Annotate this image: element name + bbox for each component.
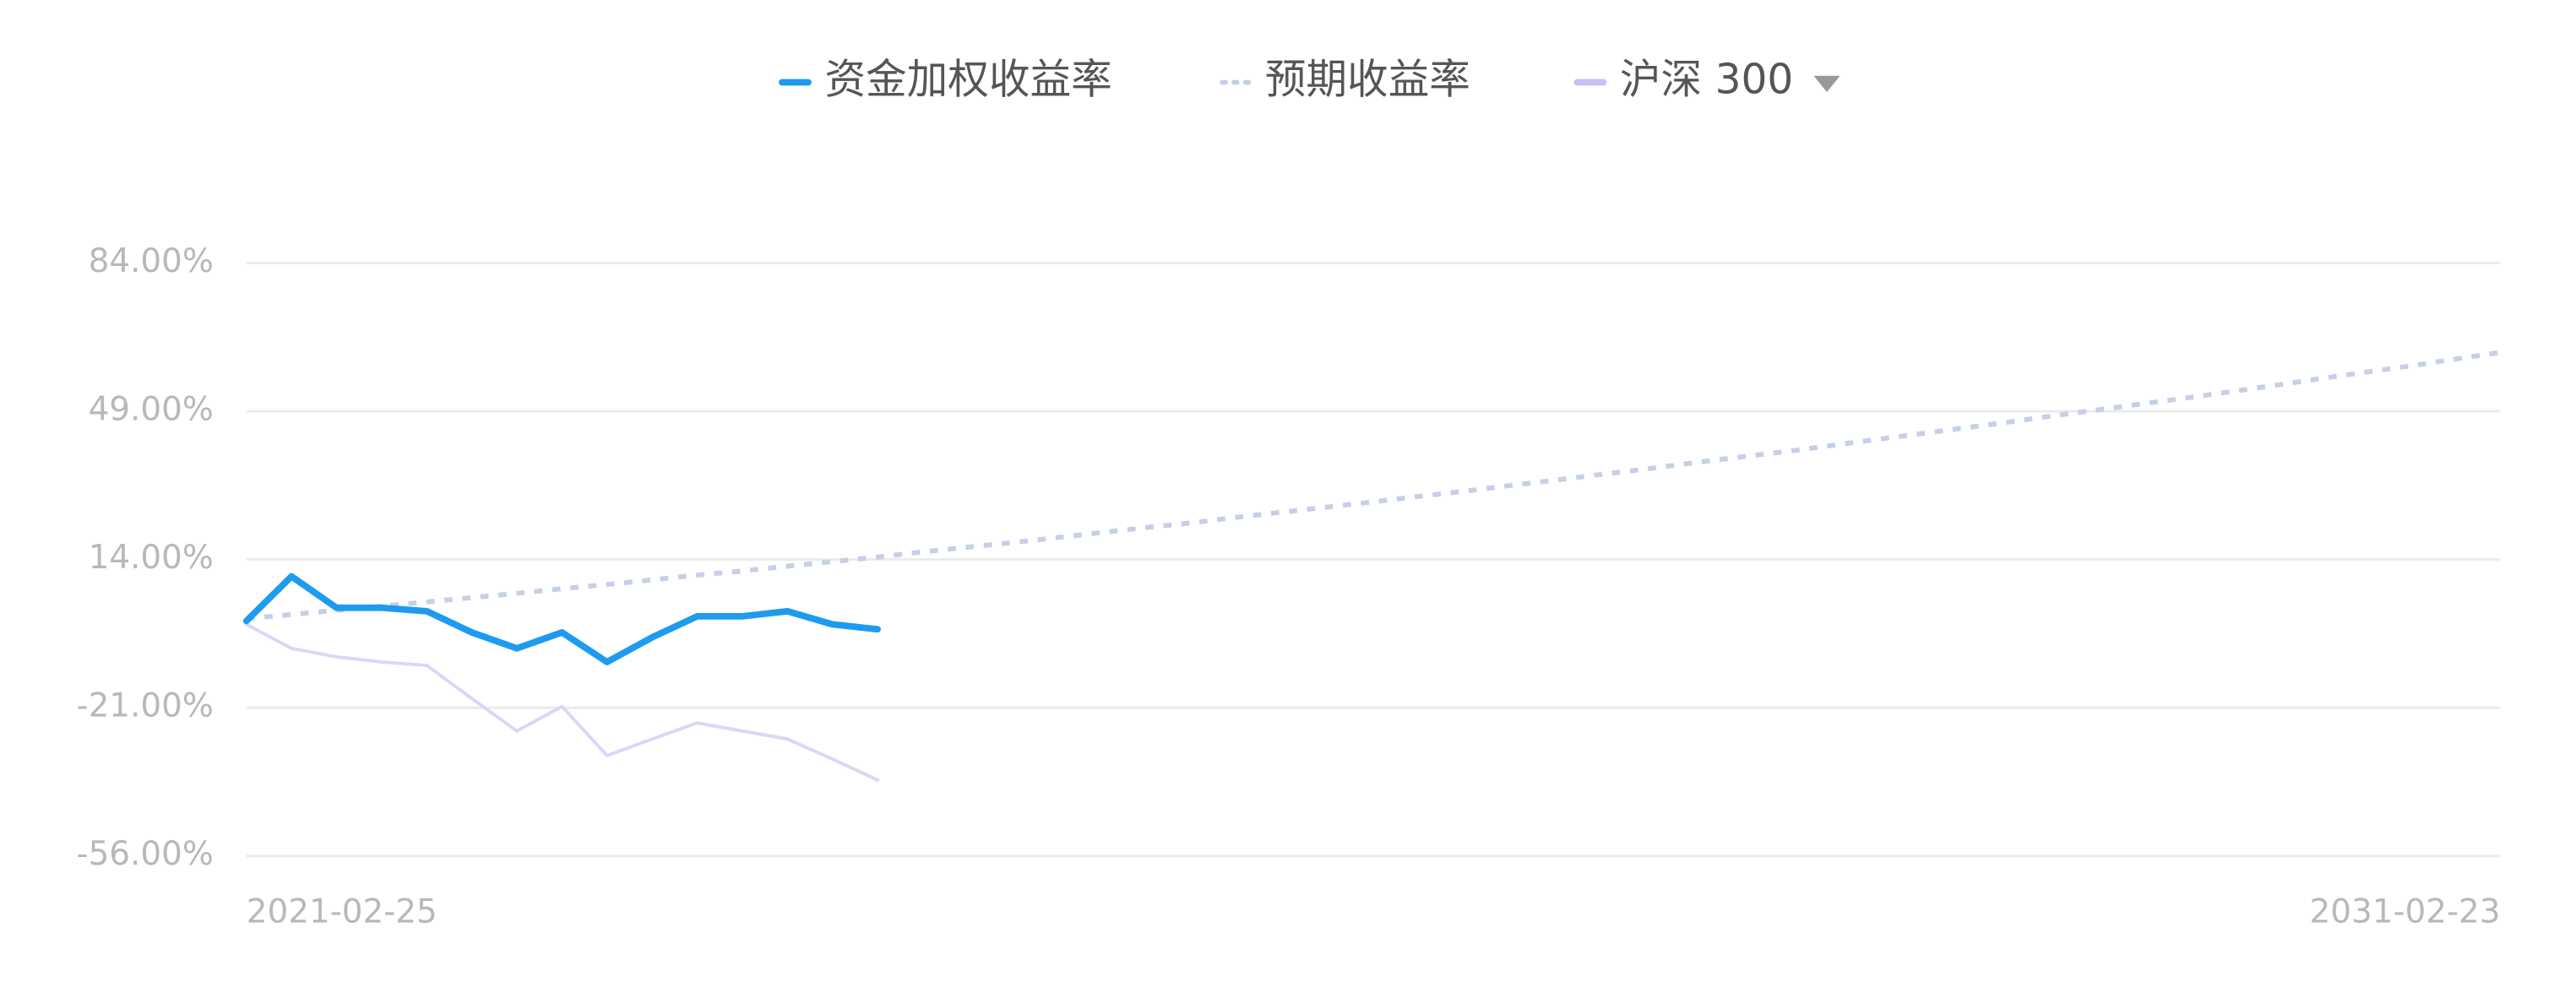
y-tick-label: -56.00%: [77, 835, 214, 873]
series-line: [242, 573, 881, 665]
legend-label[interactable]: 资金加权收益率: [824, 57, 1111, 104]
y-tick-label: -21.00%: [77, 687, 214, 725]
x-tick-label: 2031-02-23: [2310, 893, 2501, 931]
x-tick-label: 2021-02-25: [247, 893, 437, 931]
y-tick-label: 84.00%: [89, 242, 214, 280]
series-line: [244, 622, 880, 782]
legend-dropdown[interactable]: [1813, 75, 1840, 93]
legend-label[interactable]: 预期收益率: [1265, 57, 1470, 104]
legend-label[interactable]: 沪深 300: [1620, 57, 1793, 104]
y-tick-label: 49.00%: [89, 391, 214, 429]
y-tick-label: 14.00%: [89, 539, 214, 577]
series-line: [246, 350, 2501, 621]
